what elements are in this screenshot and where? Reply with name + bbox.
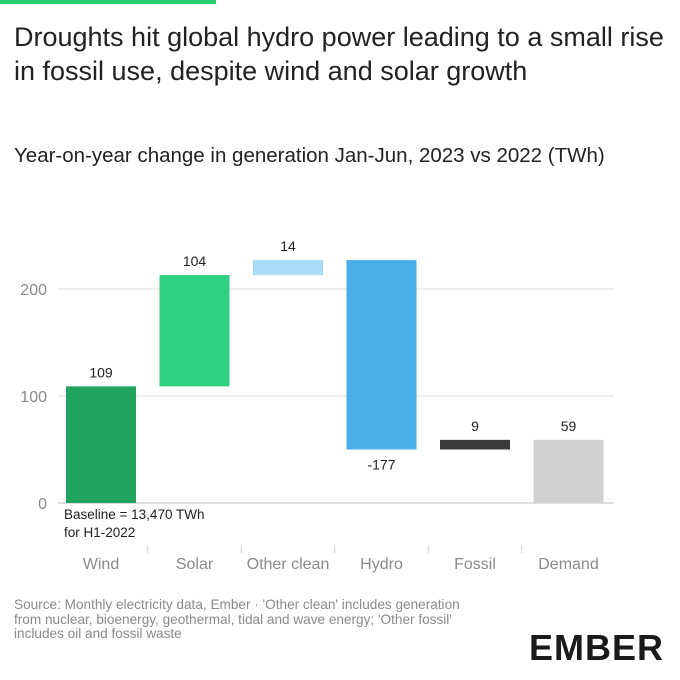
accent-line — [0, 0, 216, 4]
ember-logo: EMBER — [529, 627, 665, 668]
y-tick-label: 100 — [20, 389, 47, 406]
value-label: 59 — [561, 418, 577, 434]
x-tick-label: Solar — [176, 556, 214, 573]
bar-other-clean — [253, 260, 323, 276]
value-label: -177 — [367, 457, 395, 473]
value-label: 109 — [89, 364, 113, 380]
x-tick-label: Wind — [83, 556, 119, 573]
value-label: 14 — [280, 238, 296, 254]
waterfall-chart: 0 100 200 109 Wind 104 Solar 14 Other clean -177 H… — [20, 238, 614, 573]
bar-wind — [66, 386, 136, 503]
y-tick-label: 200 — [20, 282, 47, 299]
chart-title: Droughts hit global hydro power leading … — [14, 22, 664, 86]
x-tick-label: Hydro — [360, 556, 403, 573]
bar-fossil — [440, 439, 510, 450]
x-tick-label: Fossil — [454, 556, 496, 573]
chart-subtitle: Year-on-year change in generation Jan-Ju… — [14, 144, 605, 167]
bar-hydro — [346, 260, 417, 450]
source-note: Source: Monthly electricity data, Ember … — [14, 597, 460, 641]
baseline-annotation-line2: for H1-2022 — [64, 525, 135, 540]
x-tick-label: Other clean — [247, 556, 330, 573]
value-label: 104 — [183, 253, 207, 269]
y-tick-label: 0 — [38, 496, 47, 513]
bar-demand — [533, 439, 604, 503]
x-tick-label: Demand — [538, 556, 598, 573]
value-label: 9 — [471, 418, 479, 434]
baseline-annotation-line1: Baseline = 13,470 TWh — [64, 507, 204, 522]
bar-solar — [159, 275, 230, 387]
